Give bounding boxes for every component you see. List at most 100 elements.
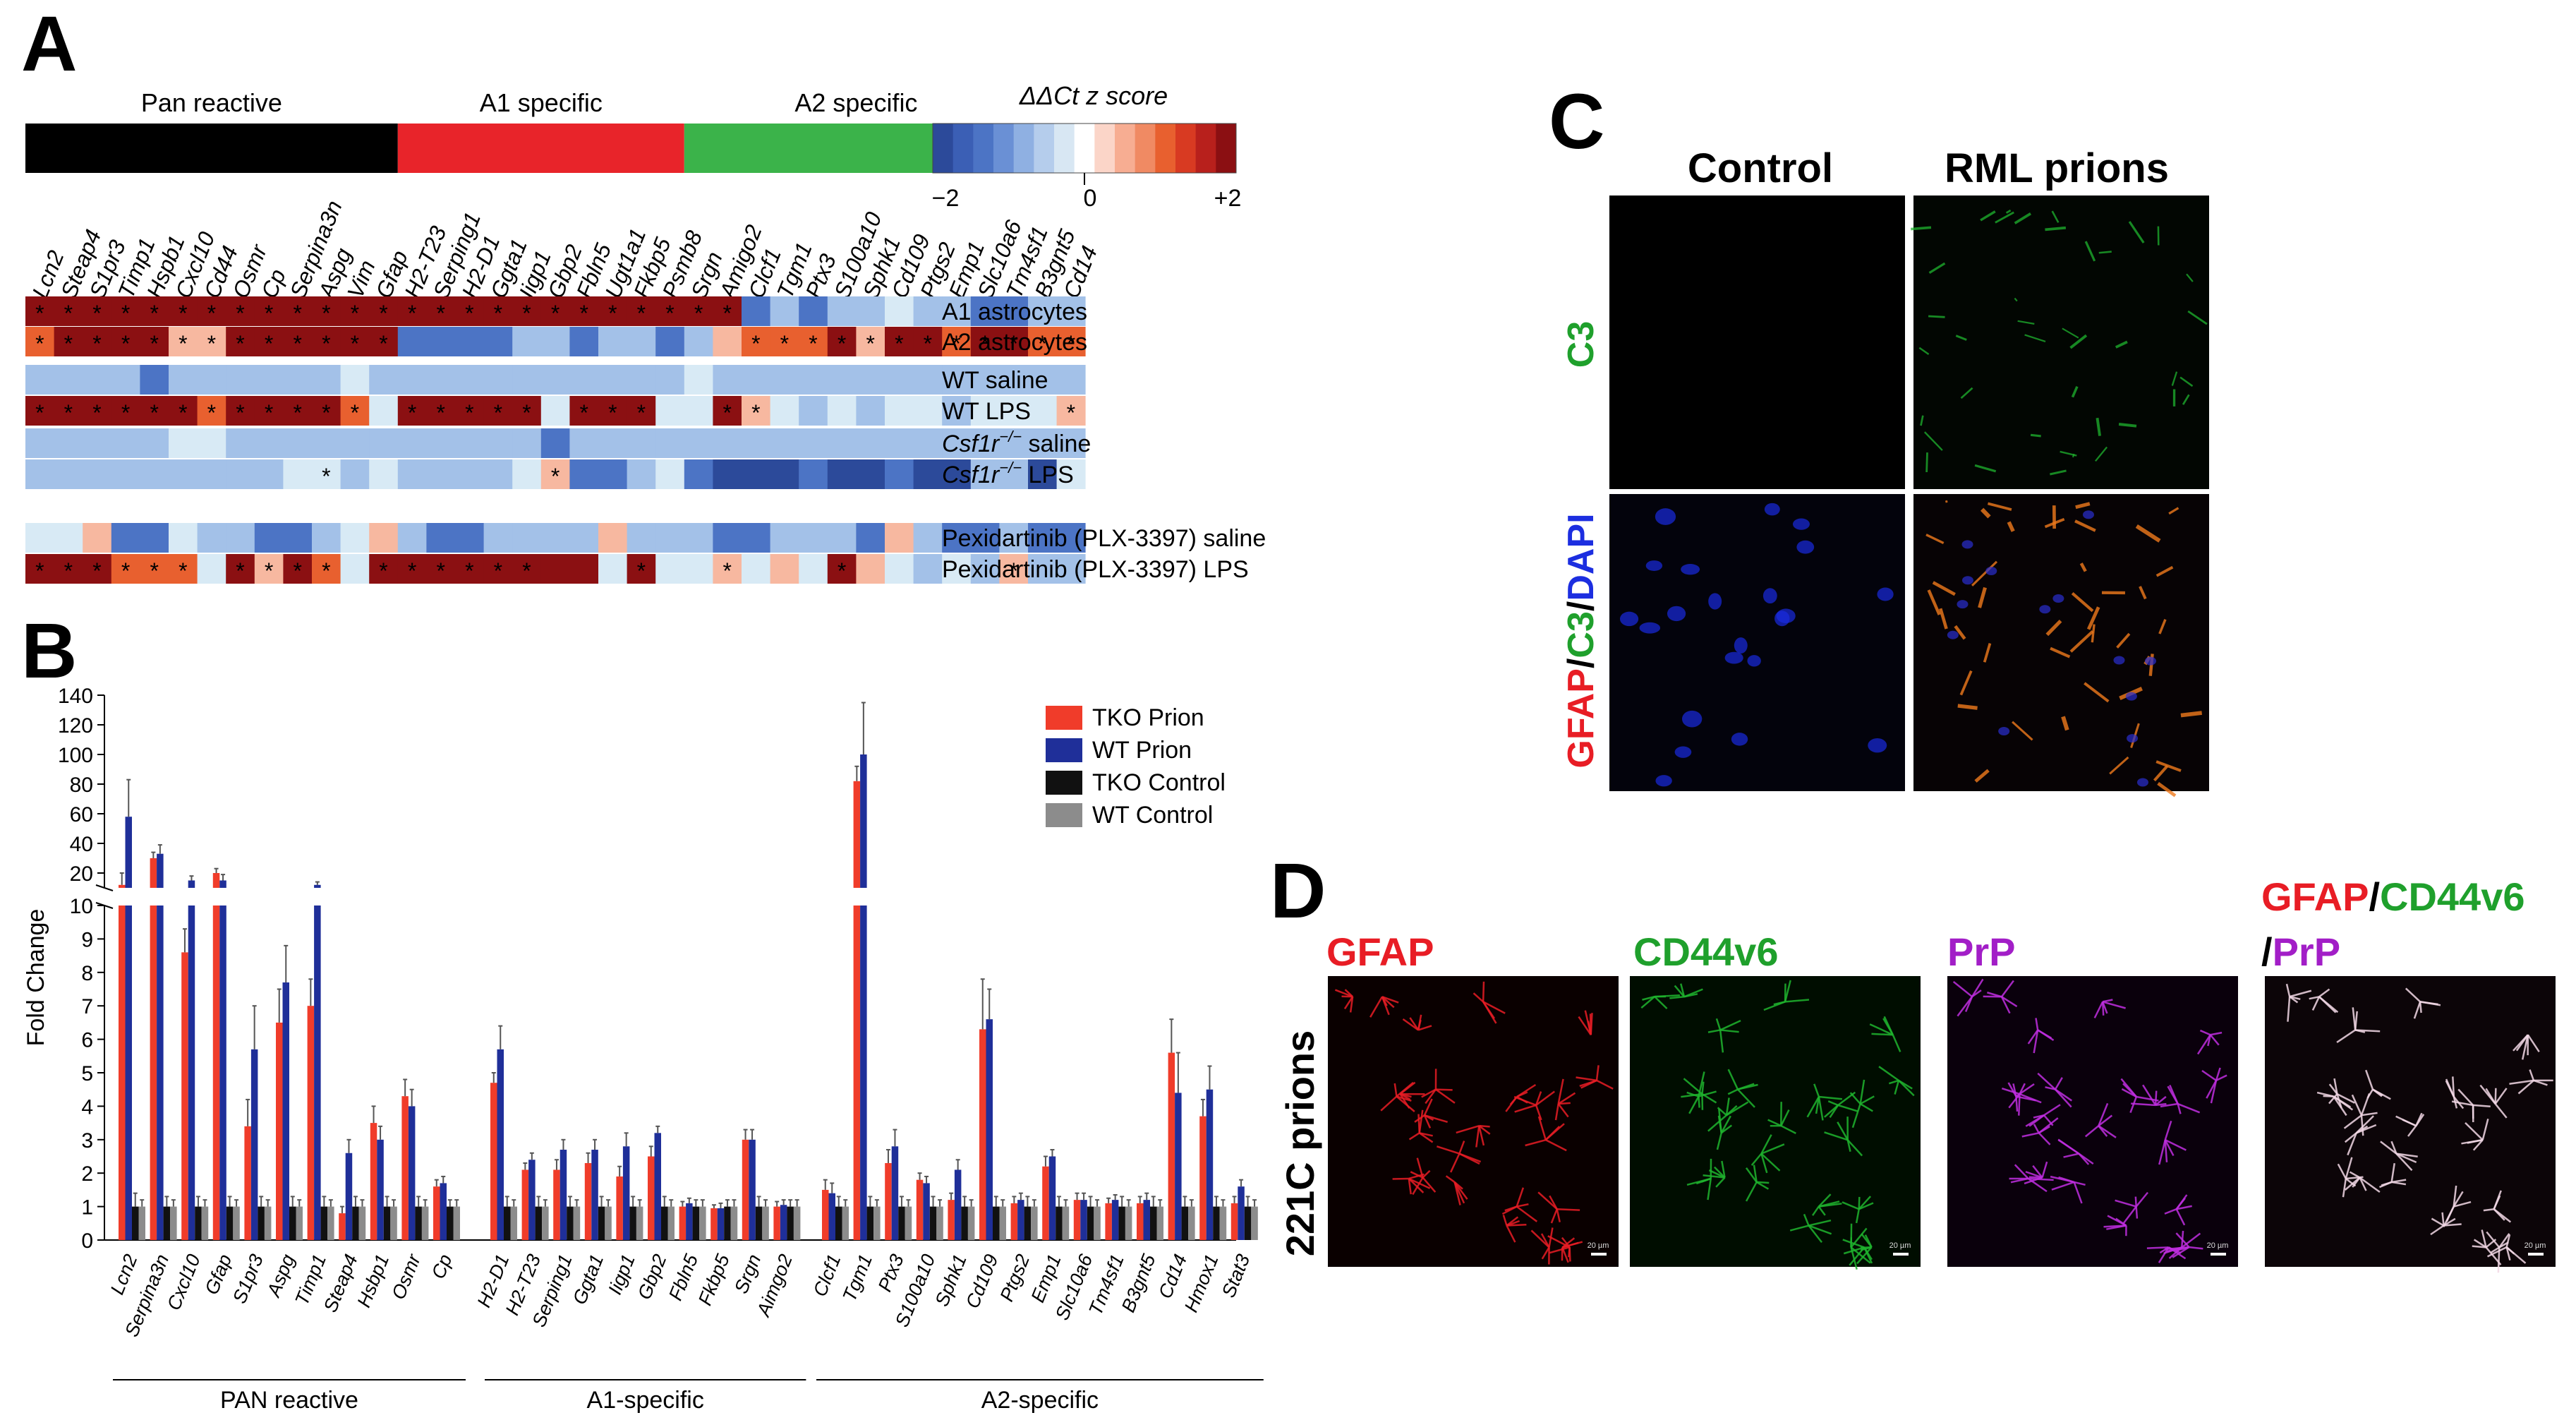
bar <box>528 1160 536 1240</box>
astrocyte-arm <box>2181 1232 2201 1248</box>
astrocyte-arm <box>2419 1001 2422 1013</box>
astrocyte-process <box>2109 756 2129 775</box>
astrocyte-arm <box>1435 1088 1456 1104</box>
heatmap-cell <box>655 365 685 395</box>
astrocyte-arm <box>2493 1195 2501 1210</box>
astrocyte-arm <box>2037 1072 2056 1090</box>
astrocyte-arm <box>2164 1139 2175 1157</box>
bar <box>1056 1206 1063 1240</box>
bar <box>219 880 226 888</box>
astrocyte-arm <box>1721 1160 1726 1178</box>
bar <box>860 754 867 888</box>
astrocyte-arm <box>1745 1181 1758 1202</box>
heatmap-cell <box>799 554 828 584</box>
heatmap-cell <box>340 396 370 426</box>
heatmap-cell <box>713 327 742 356</box>
heatmap-cell <box>684 428 713 458</box>
heatmap-cell <box>827 296 857 326</box>
row-label: A2 astrocytes <box>942 329 1087 356</box>
astrocyte-arm <box>2415 1114 2425 1126</box>
significance-star: * <box>436 558 445 584</box>
heatmap-cell <box>54 523 83 553</box>
heatmap-cell <box>140 327 169 356</box>
astrocyte-arm <box>1681 1093 1703 1098</box>
group-label: A1-specific <box>587 1387 704 1414</box>
heatmap-cell <box>340 327 370 356</box>
heatmap-cell <box>827 523 857 553</box>
bar <box>390 1206 397 1240</box>
astrocyte-arm <box>1669 996 1685 999</box>
astrocyte-arm <box>1703 1174 1725 1179</box>
heatmap-cell <box>254 365 284 395</box>
heatmap-cell <box>397 296 427 326</box>
y-tick-label: 4 <box>81 1095 93 1119</box>
heatmap-cell <box>999 554 1029 584</box>
bar <box>358 1206 366 1240</box>
bar <box>157 853 164 888</box>
heatmap-cell <box>369 554 399 584</box>
heatmap-cell <box>540 523 570 553</box>
x-tick-label: Stat3 <box>1218 1251 1254 1301</box>
bar <box>535 1206 543 1240</box>
c3-process <box>1920 415 1924 426</box>
nucleus <box>1674 746 1692 758</box>
color-scale: ΔΔCt z score −2 0 +2 <box>932 81 1242 212</box>
x-tick-labels: Lcn2Serpina3nCxcl10GfapS1pr3AspgTimp1Ste… <box>107 1251 1254 1340</box>
y-tick-label: 7 <box>81 995 93 1018</box>
astrocyte-arm <box>1410 1171 1424 1179</box>
bar <box>138 1206 145 1240</box>
astrocyte-arm <box>2443 1223 2462 1227</box>
scale-bar-text-3: 20 µm <box>2207 1241 2229 1250</box>
astrocyte-arm <box>2177 1103 2182 1114</box>
bar <box>780 1205 787 1240</box>
legend-label: WT Prion <box>1092 737 1192 764</box>
astrocyte-arm <box>1584 1010 1592 1035</box>
astrocyte-arm <box>2054 1077 2063 1090</box>
astrocyte-arm <box>2343 1114 2362 1129</box>
bar <box>212 873 220 888</box>
y-tick-label: 8 <box>81 962 93 985</box>
heatmap-cell <box>684 554 713 584</box>
astrocyte-arm <box>1861 1233 1873 1248</box>
legend-label: TKO Control <box>1092 769 1226 796</box>
bar <box>573 1206 581 1240</box>
label-gfap-d: GFAP <box>1326 929 1434 974</box>
astrocyte-arm <box>2521 1034 2529 1060</box>
merge-prp: PrP <box>2273 929 2341 974</box>
heatmap-cell <box>426 428 456 458</box>
bar <box>710 1208 718 1240</box>
heatmap-cell <box>25 459 54 489</box>
bar <box>504 1206 511 1240</box>
astrocyte-arm <box>1818 1205 1826 1216</box>
astrocyte-arm <box>1369 996 1384 1018</box>
bar <box>787 1206 794 1240</box>
significance-star: * <box>293 558 301 584</box>
heatmap-cell <box>885 365 914 395</box>
heatmap-cell <box>799 396 828 426</box>
heatmap-cell <box>455 296 484 326</box>
significance-star: * <box>436 301 445 326</box>
astrocyte-arm <box>1557 1103 1569 1118</box>
panel-label-d: D <box>1270 848 1326 934</box>
heatmap-cell <box>684 523 713 553</box>
c3-process <box>2062 327 2079 339</box>
astrocyte-arm <box>2019 1093 2042 1104</box>
heatmap-cell <box>569 459 599 489</box>
heatmap-cell <box>283 554 313 584</box>
astrocyte-arm <box>1537 1191 1558 1210</box>
astrocyte-arm <box>1849 1092 1861 1105</box>
astrocyte-arm <box>2473 1104 2491 1108</box>
heatmap-cell <box>83 459 112 489</box>
category-bar <box>397 124 684 173</box>
heatmap-cell <box>283 396 313 426</box>
row-label: A1 astrocytes <box>942 299 1087 325</box>
astrocyte-arm <box>2494 1103 2508 1119</box>
heatmap-cell <box>970 296 1000 326</box>
y-tick-label: 40 <box>70 833 93 856</box>
heatmap-cell <box>970 459 1000 489</box>
heatmap-cell <box>169 396 198 426</box>
heatmap-cell <box>1056 327 1086 356</box>
heatmap-cell <box>455 428 484 458</box>
heatmap-cell <box>340 459 370 489</box>
astrocyte-arm <box>2483 1208 2494 1212</box>
